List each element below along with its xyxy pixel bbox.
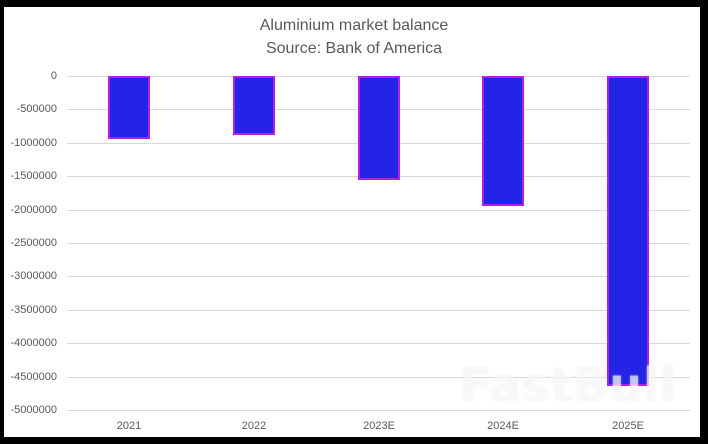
gridline xyxy=(67,410,690,411)
y-axis-tick-label: 0 xyxy=(50,70,57,82)
y-axis-tick-label: -3000000 xyxy=(10,270,58,282)
y-axis-tick-label: -2500000 xyxy=(10,237,58,249)
x-axis-tick-label: 2024E xyxy=(487,420,519,432)
chart-title: Aluminium market balance xyxy=(259,17,449,34)
bar-2025e xyxy=(607,76,649,386)
y-axis-tick-label: -5000000 xyxy=(10,404,58,416)
chart-panel xyxy=(4,7,700,437)
gridline xyxy=(67,343,690,344)
bar-2022 xyxy=(233,76,275,135)
y-axis-tick-label: -1000000 xyxy=(10,137,58,149)
gridline xyxy=(67,210,690,211)
y-axis-tick-label: -2000000 xyxy=(10,204,58,216)
bar-2024e xyxy=(482,76,524,206)
gridline xyxy=(67,243,690,244)
x-axis-tick-label: 2023E xyxy=(363,420,395,432)
y-axis-tick-label: -3500000 xyxy=(10,304,58,316)
chart-subtitle: Source: Bank of America xyxy=(265,40,443,57)
gridline xyxy=(67,276,690,277)
y-axis-tick-label: -4500000 xyxy=(10,371,58,383)
x-axis-tick-label: 2022 xyxy=(241,420,267,432)
y-axis-tick-label: -500000 xyxy=(16,103,57,115)
gridline xyxy=(67,310,690,311)
gridline xyxy=(67,377,690,378)
bar-2023e xyxy=(358,76,400,180)
x-axis-tick-label: 2021 xyxy=(116,420,142,432)
y-axis-tick-label: -4000000 xyxy=(10,337,58,349)
x-axis-tick-label: 2025E xyxy=(612,420,644,432)
y-axis-tick-label: -1500000 xyxy=(10,170,58,182)
bar-2021 xyxy=(108,76,150,139)
